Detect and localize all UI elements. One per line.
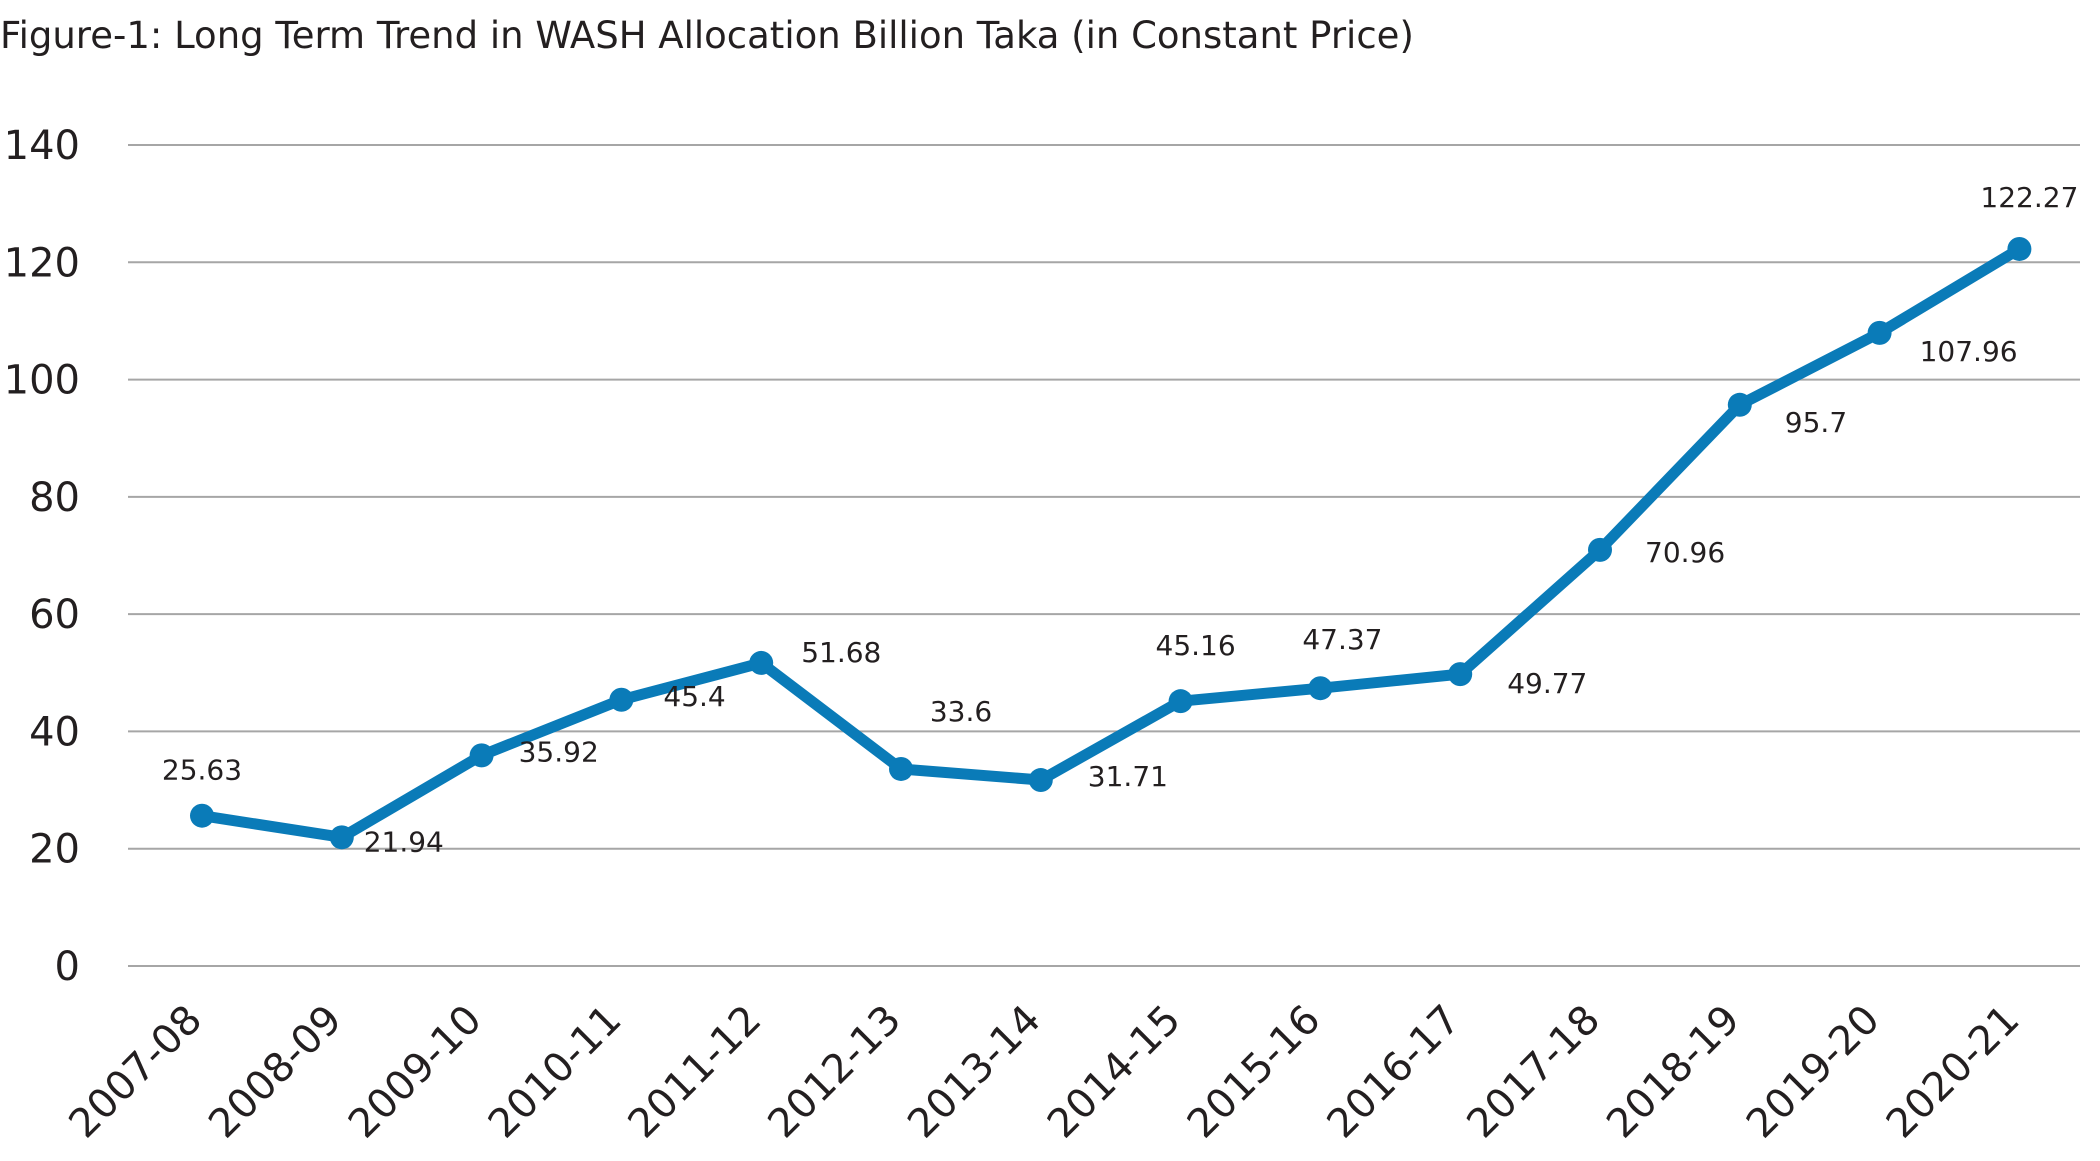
data-point [1727, 392, 1752, 417]
data-point [1308, 676, 1333, 701]
data-label: 35.92 [519, 735, 599, 768]
data-point [190, 803, 214, 828]
data-label: 70.96 [1645, 536, 1725, 569]
data-label: 95.7 [1785, 406, 1847, 439]
y-tick-label: 0 [55, 944, 80, 990]
y-tick-label: 60 [29, 592, 80, 638]
x-tick-label: 2016-17 [1319, 997, 1470, 1148]
data-label: 51.68 [801, 636, 881, 669]
y-tick-label: 140 [4, 123, 80, 169]
x-tick-label: 2007-08 [60, 997, 211, 1148]
data-point [1867, 320, 1892, 345]
data-label: 21.94 [364, 825, 444, 858]
data-point [1588, 537, 1612, 562]
data-point [889, 756, 913, 781]
data-point [609, 687, 634, 712]
x-axis-tick-labels: 2007-082008-092009-102010-112011-122012-… [60, 997, 2028, 1148]
data-point [749, 650, 774, 675]
x-tick-label: 2017-18 [1458, 997, 1609, 1148]
y-axis-tick-labels: 0 20 40 60 80 100 120 140 [4, 123, 80, 990]
x-tick-label: 2018-19 [1598, 997, 1749, 1148]
data-point [329, 825, 354, 850]
data-point [1448, 662, 1473, 687]
chart-title: Figure-1: Long Term Trend in WASH Alloca… [0, 14, 1414, 57]
data-label: 45.16 [1156, 629, 1236, 662]
data-label: 25.63 [162, 754, 242, 787]
data-points [190, 236, 2032, 850]
y-tick-label: 40 [29, 709, 80, 755]
data-point [1168, 689, 1193, 714]
data-label: 31.71 [1088, 760, 1168, 793]
series-line [196, 243, 2025, 843]
x-tick-label: 2015-16 [1179, 997, 1330, 1148]
y-tick-label: 120 [4, 240, 80, 286]
x-tick-label: 2019-20 [1738, 997, 1889, 1148]
data-point [469, 743, 494, 768]
y-tick-label: 80 [29, 475, 80, 521]
x-tick-label: 2020-21 [1878, 997, 2029, 1148]
data-label: 49.77 [1507, 667, 1587, 700]
x-tick-label: 2008-09 [200, 997, 351, 1148]
data-label: 107.96 [1920, 335, 2018, 368]
x-tick-label: 2010-11 [480, 997, 631, 1148]
data-label: 122.27 [1980, 181, 2078, 214]
series-line-path [196, 243, 2025, 843]
x-tick-label: 2013-14 [899, 997, 1050, 1148]
data-label: 33.6 [930, 695, 992, 728]
data-point [2007, 236, 2032, 261]
x-tick-label: 2009-10 [340, 997, 491, 1148]
y-tick-label: 20 [29, 827, 80, 873]
x-tick-label: 2012-13 [759, 997, 910, 1148]
x-tick-label: 2011-12 [620, 997, 771, 1148]
data-point [1028, 768, 1053, 793]
data-labels: 25.63 21.94 35.92 45.4 51.68 33.6 31.71 45.16 47… [162, 181, 2078, 858]
gridlines [128, 144, 2080, 967]
x-tick-label: 2014-15 [1039, 997, 1190, 1148]
y-tick-label: 100 [4, 358, 80, 404]
data-label: 47.37 [1302, 623, 1382, 656]
data-label: 45.4 [663, 680, 725, 713]
